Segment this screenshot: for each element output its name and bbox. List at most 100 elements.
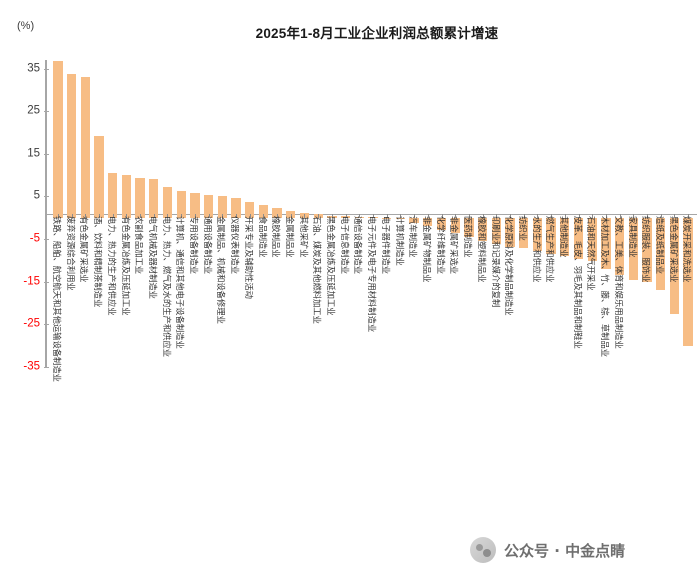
bar [108, 172, 118, 218]
bar [560, 217, 570, 257]
bar [176, 190, 186, 218]
plot-area [44, 60, 697, 368]
x-axis-tick-label: 燃气生产和供应业 [545, 216, 556, 283]
bar [149, 179, 159, 218]
bar [80, 77, 90, 218]
bar [258, 205, 269, 218]
x-axis-tick [633, 213, 635, 218]
bar [203, 194, 214, 218]
y-axis-tick-label: 15 [27, 147, 40, 160]
y-axis-tick [44, 196, 49, 198]
y-axis-tick-label: 35 [27, 61, 40, 74]
y-axis-unit-label: (%) [17, 20, 35, 32]
x-axis-tick [331, 213, 333, 218]
x-axis-tick [523, 213, 525, 218]
x-axis-tick [674, 213, 676, 218]
y-axis-tick-label: 25 [27, 104, 40, 117]
x-axis-tick-label: 其他制造业 [559, 216, 570, 258]
bar [409, 217, 419, 223]
x-axis-tick [181, 213, 183, 218]
x-axis-tick-label: 化学原料及化学制品制造业 [504, 216, 515, 316]
x-axis-tick-label: 农副食品加工业 [134, 216, 145, 275]
x-axis-tick [647, 213, 649, 218]
x-axis-tick-label: 电子器件制造业 [380, 216, 391, 275]
x-axis-tick [126, 213, 128, 218]
bar [587, 217, 597, 262]
y-axis-tick [44, 324, 49, 326]
x-axis-tick-label: 通用设备制造业 [202, 216, 213, 275]
x-axis-tick [510, 213, 512, 218]
x-axis-tick [98, 213, 100, 218]
bar [382, 217, 392, 219]
x-axis-tick [592, 213, 594, 218]
y-axis-tick [44, 111, 49, 113]
x-axis-tick-label: 电气机械及器材制造业 [147, 216, 158, 299]
x-axis-tick-label: 石油和天然气开采业 [586, 216, 597, 291]
bar [683, 217, 693, 346]
bar [423, 217, 433, 227]
x-axis-tick [345, 213, 347, 218]
bar-series [45, 60, 697, 367]
x-axis-tick-label: 通信设备制造业 [353, 216, 364, 275]
x-axis-tick-label: 造纸及纸制品业 [654, 216, 665, 275]
x-axis-tick [427, 213, 429, 218]
y-axis-tick-label: -15 [23, 274, 40, 287]
bar [642, 217, 652, 282]
x-axis-tick-label: 开采专业及辅助性活动 [243, 216, 254, 299]
x-axis-tick [455, 213, 457, 218]
x-axis-tick-label: 橡胶制品业 [271, 216, 282, 258]
x-axis-tick-label: 皮革、毛皮、羽毛及其制品和制鞋业 [572, 216, 583, 349]
y-axis-tick-label: -25 [23, 317, 40, 330]
bar [491, 217, 501, 245]
bar [669, 217, 680, 314]
bar [53, 60, 63, 218]
bar [628, 217, 638, 280]
x-axis-tick [688, 213, 690, 218]
y-axis-tick [44, 367, 49, 368]
x-axis-tick-label: 纺织服装、服饰业 [641, 216, 652, 283]
x-axis-tick [564, 213, 566, 218]
x-axis-tick-label: 水的生产和供应业 [531, 216, 542, 283]
x-axis-tick-label: 电子元件及电子专用材料制造业 [367, 216, 378, 333]
x-axis-tick [304, 213, 306, 218]
bar [190, 193, 200, 218]
x-axis-tick [605, 213, 607, 218]
chart-title: 2025年1-8月工业企业利润总额累计增速 [255, 26, 499, 41]
x-axis-tick [496, 213, 498, 218]
x-axis-tick [57, 213, 59, 218]
x-axis-tick [263, 213, 265, 218]
bar [217, 196, 227, 218]
bar [368, 217, 378, 218]
bar [121, 174, 131, 218]
bar [656, 217, 666, 291]
bar [231, 198, 241, 218]
x-axis-tick-label: 木材加工及木、竹、藤、棕、草制品业 [600, 216, 611, 358]
x-axis-tick-label: 仪器仪表制造业 [230, 216, 241, 275]
x-axis-tick-label: 黑色金属冶炼及压延加工业 [326, 216, 337, 316]
y-axis-tick-label: -35 [23, 360, 40, 373]
bar [601, 217, 611, 269]
y-axis-tick [44, 281, 49, 283]
x-axis-tick [318, 213, 320, 218]
x-axis-tick-label: 橡胶和塑料制品业 [476, 216, 487, 283]
bar [66, 74, 77, 218]
bar [477, 217, 488, 241]
footer-watermark: 公众号 · 中金点睛 [470, 537, 625, 563]
x-axis-tick-label: 医药制造业 [463, 216, 474, 258]
x-axis-tick-label: 石油、煤炭及其他燃料加工业 [312, 216, 323, 324]
bar [94, 135, 104, 218]
bar [505, 217, 515, 247]
x-axis-tick [468, 213, 470, 218]
x-axis-tick [400, 213, 402, 218]
x-axis-tick-label: 酒、饮料和精制茶制造业 [93, 216, 104, 308]
x-axis-tick-label: 专用设备制造业 [189, 216, 200, 275]
y-axis-tick-label: 5 [33, 189, 40, 202]
bar [436, 217, 447, 230]
x-axis-tick [249, 213, 251, 218]
x-axis-tick [208, 213, 210, 218]
x-axis-tick [482, 213, 484, 218]
x-axis-tick-label: 废弃资源综合利用业 [65, 216, 76, 291]
x-axis-tick-label: 金属制品业 [284, 216, 295, 258]
bar [340, 216, 351, 218]
